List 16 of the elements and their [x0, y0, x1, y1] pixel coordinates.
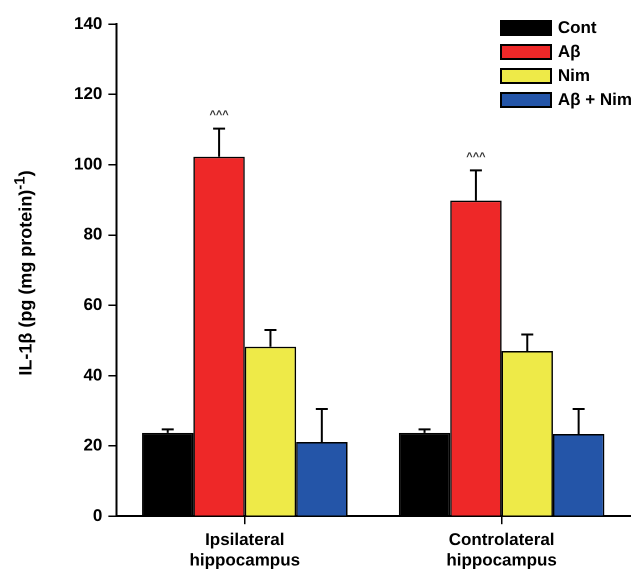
legend-label: Aβ — [558, 42, 580, 62]
y-tick-label: 40 — [83, 365, 102, 384]
x-tick-label: Controlateral hippocampus — [446, 530, 557, 570]
annotation: ^^^ — [209, 109, 230, 122]
y-tick-label: 0 — [92, 506, 102, 525]
y-tick-label: 80 — [83, 224, 102, 244]
legend-label: Nim — [558, 66, 590, 86]
y-tick-label: 140 — [74, 14, 102, 33]
y-tick-label: 100 — [74, 154, 102, 174]
legend-label: Cont — [558, 18, 597, 38]
y-tick-label: 20 — [83, 436, 102, 455]
annotation: ^^^ — [466, 150, 486, 163]
x-tick-label: Ipsilateral hippocampus — [190, 530, 300, 570]
y-tick-label: 60 — [83, 295, 102, 314]
legend-label: Aβ + Nim — [558, 90, 632, 110]
y-tick-label: 120 — [74, 84, 102, 104]
